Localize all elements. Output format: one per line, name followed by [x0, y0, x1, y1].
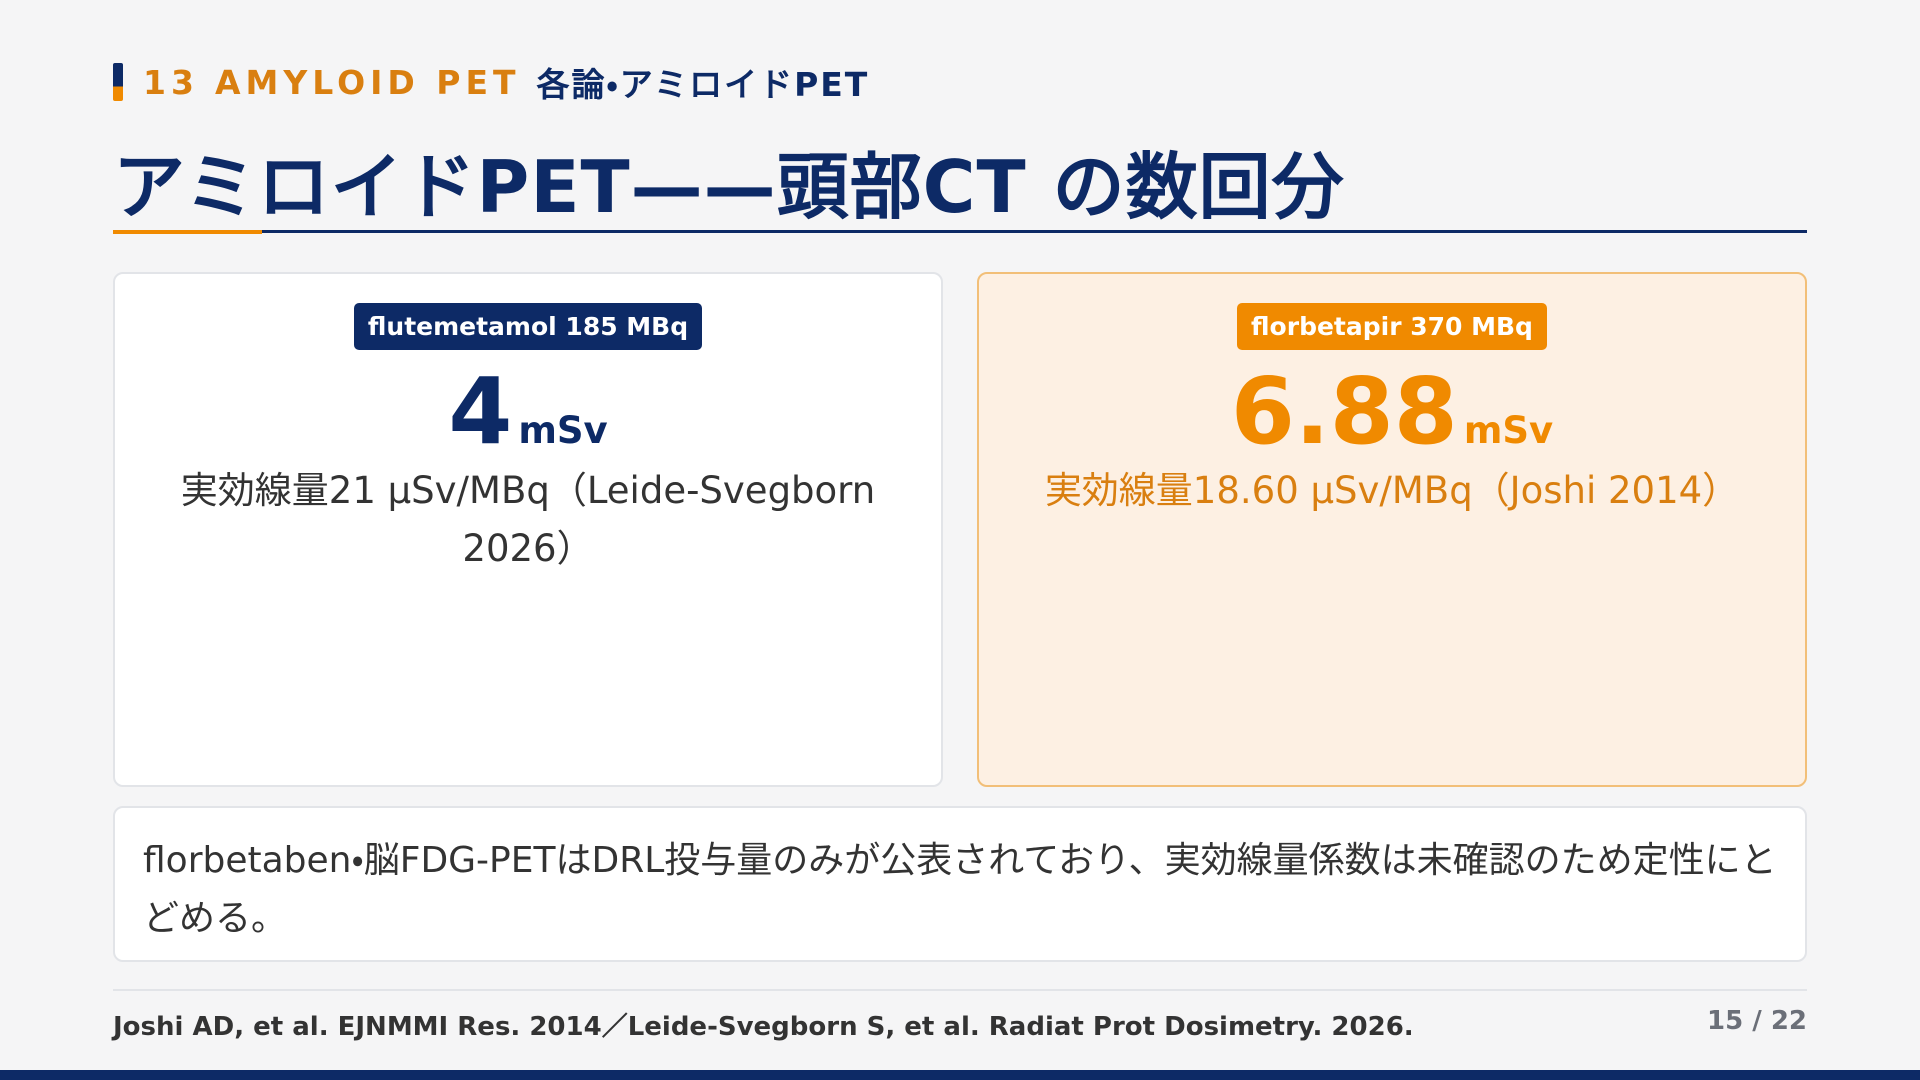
dose: 4 mSv: [115, 362, 941, 462]
section-label: AMYLOID PET: [214, 62, 521, 102]
dose-value: 6.88: [1230, 358, 1458, 465]
badge: flutemetamol 185 MBq: [353, 303, 703, 350]
section-marker: [113, 63, 123, 101]
note-box: florbetaben・脳FDG-PETはDRL投与量のみが公表されており、実効…: [113, 806, 1807, 962]
card-note: 実効線量18.60 μSv/MBq（Joshi 2014）: [1044, 469, 1740, 512]
dose-card: flutemetamol 185 MBq 4 mSv 実効線量21 μSv/MBq…: [113, 272, 943, 787]
dose: 6.88 mSv: [979, 362, 1805, 462]
title-rule-accent: [113, 230, 262, 234]
dose-unit: mSv: [1463, 409, 1554, 452]
footer-rule: [113, 989, 1807, 991]
dose-value: 4: [448, 358, 513, 465]
page-number: 15 / 22: [1707, 1006, 1807, 1036]
card-note: 実効線量21 μSv/MBq（Leide-Svegborn 2026）: [180, 469, 876, 570]
citation: Joshi AD, et al. EJNMMI Res. 2014／Leide-…: [113, 1012, 1414, 1042]
dose-card: florbetapir 370 MBq 6.88 mSv 実効線量18.60 μS…: [977, 272, 1807, 787]
dose-unit: mSv: [518, 409, 608, 452]
badge: florbetapir 370 MBq: [1237, 303, 1547, 350]
title-rule: [113, 230, 1807, 233]
bottom-bar: [0, 1070, 1920, 1080]
section-title: 各論・アミロイドPET: [536, 65, 870, 104]
slide-title: アミロイドPET——頭部CT の数回分: [113, 145, 1345, 229]
eyebrow: 13 AMYLOID PET 各論・アミロイドPET: [113, 62, 869, 104]
section-number: 13: [143, 62, 199, 102]
